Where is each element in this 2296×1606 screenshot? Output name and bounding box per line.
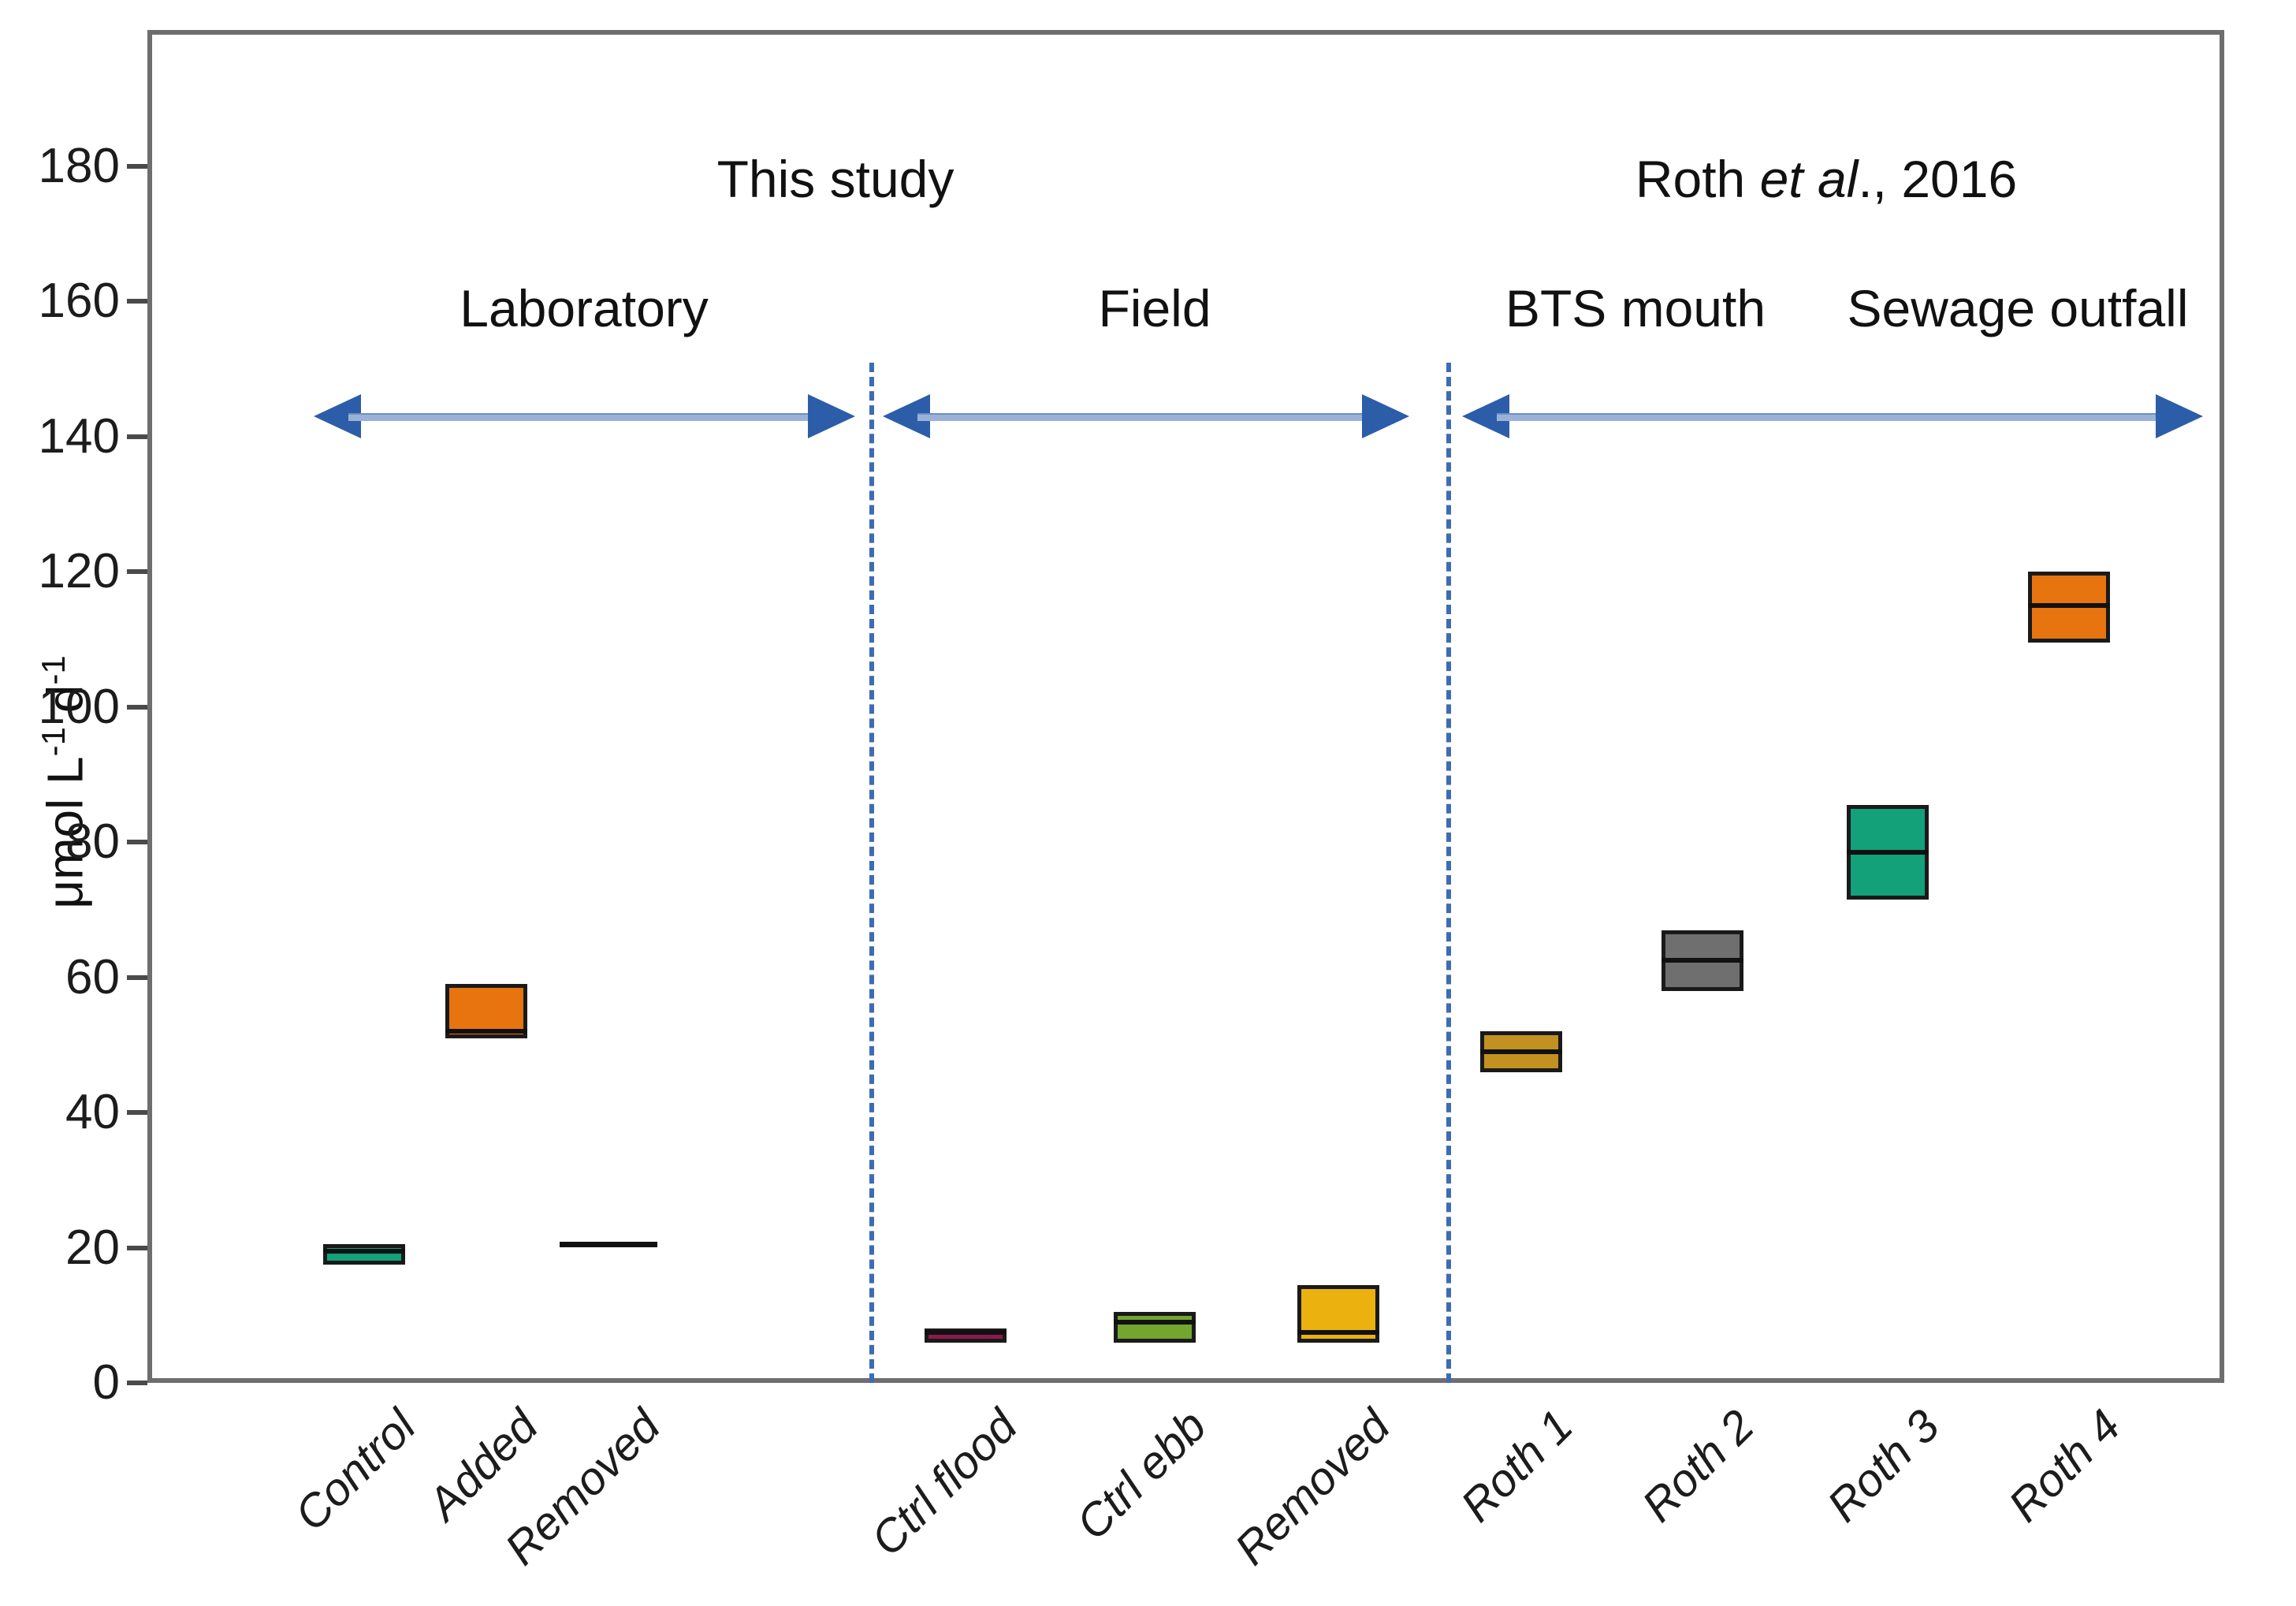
arrow-right-icon	[808, 394, 855, 438]
arrow-shaft	[917, 413, 1375, 421]
header-roth-italic: et al	[1759, 150, 1859, 208]
median-roth-3-bts-mouth-sewage-outfall	[1847, 850, 1929, 855]
header-bts-mouth: BTS mouth	[1505, 279, 1766, 337]
arrow-right-icon	[1362, 394, 1409, 438]
arrow-right-icon	[2156, 394, 2203, 438]
y-tick-label-120: 120	[38, 544, 120, 599]
y-tick-label-100: 100	[38, 679, 120, 734]
y-tick-mark-100	[127, 704, 147, 710]
median-removed-field	[1297, 1329, 1379, 1335]
box-control-laboratory	[323, 1244, 405, 1265]
field-range-arrow	[883, 394, 1409, 438]
x-tick-label-ctrl-flood-field: Ctrl flood	[861, 1399, 1027, 1566]
y-tick-label-0: 0	[92, 1355, 120, 1410]
plot-frame	[147, 30, 2224, 1383]
box-ctrl-ebb-field	[1114, 1311, 1196, 1343]
arrow-shaft	[1497, 413, 2168, 421]
median-roth-2-bts-mouth-sewage-outfall	[1662, 958, 1743, 963]
median-roth-4-bts-mouth-sewage-outfall	[2028, 603, 2110, 609]
y-tick-label-140: 140	[38, 408, 120, 464]
header-roth-pre: Roth	[1635, 150, 1760, 208]
header-sewage-outfall: Sewage outfall	[1847, 279, 2189, 337]
header-laboratory: Laboratory	[460, 279, 709, 337]
roth-range-arrow	[1462, 394, 2203, 438]
median-control-laboratory	[323, 1248, 405, 1254]
y-tick-label-160: 160	[38, 274, 120, 329]
separator-lab-field	[869, 363, 874, 1383]
header-field: Field	[1098, 279, 1211, 337]
arrow-shaft	[348, 413, 821, 421]
median-roth-1-bts-mouth-sewage-outfall	[1480, 1049, 1562, 1054]
header-roth-post: ., 2016	[1858, 150, 2018, 208]
y-tick-mark-140	[127, 434, 147, 439]
header-roth-2016: Roth et al., 2016	[1635, 151, 2017, 207]
median-ctrl-ebb-field	[1114, 1319, 1196, 1325]
y-tick-label-60: 60	[65, 949, 120, 1004]
y-tick-mark-60	[127, 974, 147, 980]
y-tick-mark-20	[127, 1245, 147, 1250]
header-this-study: This study	[716, 150, 954, 208]
y-tick-label-40: 40	[65, 1085, 120, 1140]
median-ctrl-flood-field	[925, 1329, 1007, 1335]
median-added-laboratory	[445, 1029, 527, 1034]
y-tick-mark-0	[127, 1381, 147, 1385]
y-tick-mark-80	[127, 840, 147, 845]
y-tick-mark-180	[127, 164, 147, 169]
y-tick-mark-160	[127, 299, 147, 304]
y-tick-label-20: 20	[65, 1220, 120, 1275]
separator-field-roth	[1446, 363, 1451, 1383]
y-tick-mark-40	[127, 1110, 147, 1116]
box-removed-laboratory	[560, 1242, 657, 1248]
laboratory-range-arrow	[314, 394, 855, 438]
y-tick-label-180: 180	[38, 139, 120, 193]
y-tick-mark-120	[127, 569, 147, 575]
y-tick-label-80: 80	[65, 814, 120, 870]
